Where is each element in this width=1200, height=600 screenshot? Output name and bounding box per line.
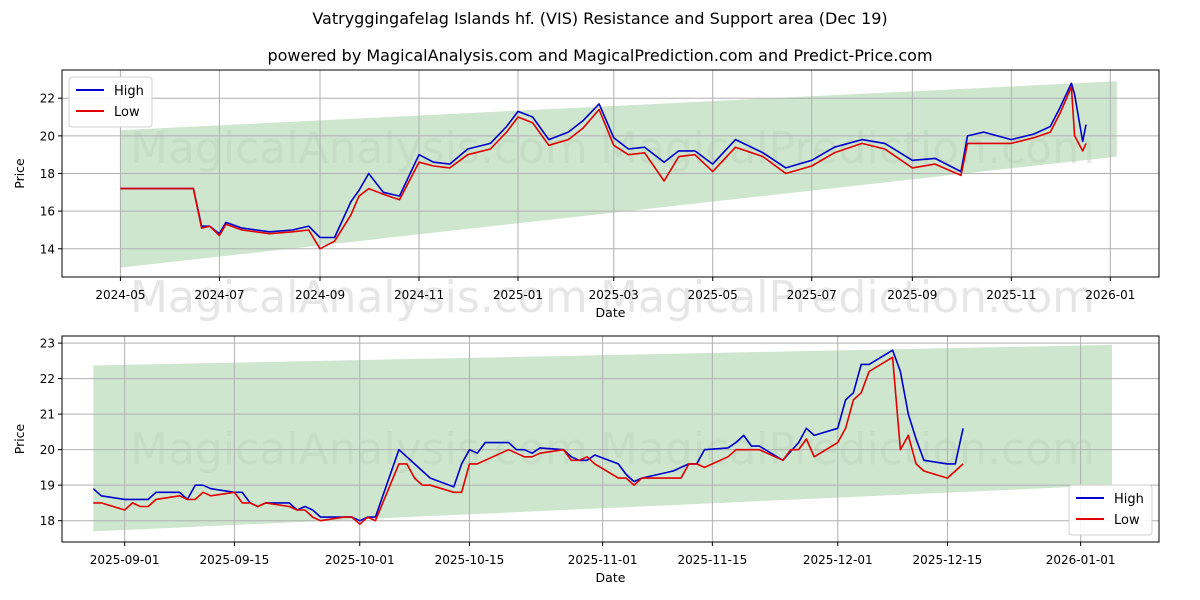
y-tick-label: 20: [40, 129, 55, 143]
y-tick-label: 14: [40, 242, 55, 256]
y-axis-label: Price: [12, 158, 27, 189]
y-tick-label: 23: [40, 337, 55, 351]
series-line-low: [93, 356, 964, 526]
x-tick-label: 2025-05: [688, 288, 738, 302]
x-tick-label: 2025-12-01: [803, 553, 873, 567]
plot-frame: [61, 69, 1160, 278]
x-axis-label: Date: [596, 570, 626, 585]
x-tick-label: 2025-10-01: [325, 553, 395, 567]
x-tick-label: 2025-09-01: [90, 553, 160, 567]
x-tick-label: 2025-12-15: [913, 553, 983, 567]
plot-frame: [61, 335, 1160, 543]
y-tick-label: 21: [40, 408, 55, 422]
x-tick-label: 2025-11: [986, 288, 1036, 302]
legend-label-low: Low: [1114, 513, 1140, 528]
x-tick-label: 2024-11: [394, 288, 444, 302]
y-tick-label: 22: [40, 372, 55, 386]
legend-label-low: Low: [114, 105, 140, 120]
legend: High Low: [1068, 484, 1153, 536]
series-line-high: [92, 349, 964, 522]
x-tick-label: 2024-05: [95, 288, 145, 302]
legend-label-high: High: [114, 84, 144, 99]
x-tick-label: 2026-01: [1085, 288, 1135, 302]
x-tick-label: 2026-01-01: [1046, 553, 1116, 567]
top-price-chart: MagicalAnalysis.com MagicalPrediction.com…: [12, 69, 1160, 323]
x-tick-label: 2025-01: [493, 288, 543, 302]
chart-title: Vatryggingafelag Islands hf. (VIS) Resis…: [312, 9, 888, 28]
bottom-price-chart: MagicalAnalysis.comMagicalPrediction.com…: [12, 335, 1160, 585]
y-tick-label: 18: [40, 514, 55, 528]
y-tick-label: 18: [40, 167, 55, 181]
x-tick-label: 2025-09-15: [200, 553, 270, 567]
y-tick-label: 19: [40, 479, 55, 493]
x-tick-label: 2024-07: [194, 288, 244, 302]
x-tick-label: 2024-09: [295, 288, 345, 302]
legend-label-high: High: [1114, 492, 1144, 507]
x-tick-label: 2025-11-15: [677, 553, 747, 567]
y-tick-label: 20: [40, 443, 55, 457]
x-tick-label: 2025-03: [589, 288, 639, 302]
legend: High Low: [68, 76, 153, 128]
y-axis-label: Price: [12, 423, 27, 454]
chart-subtitle: powered by MagicalAnalysis.com and Magic…: [267, 46, 933, 65]
series-line-high: [120, 82, 1087, 239]
series-line-low: [120, 86, 1087, 250]
y-tick-label: 16: [40, 205, 55, 219]
y-tick-label: 22: [40, 92, 55, 106]
watermark-text: MagicalPrediction.com: [600, 272, 1095, 323]
support-resistance-band: [120, 81, 1117, 268]
x-tick-label: 2025-07: [787, 288, 837, 302]
x-tick-label: 2025-10-15: [435, 553, 505, 567]
x-tick-label: 2025-09: [887, 288, 937, 302]
x-axis-label: Date: [596, 305, 626, 320]
watermark-text: MagicalAnalysis.com: [130, 272, 588, 323]
x-tick-label: 2025-11-01: [568, 553, 638, 567]
